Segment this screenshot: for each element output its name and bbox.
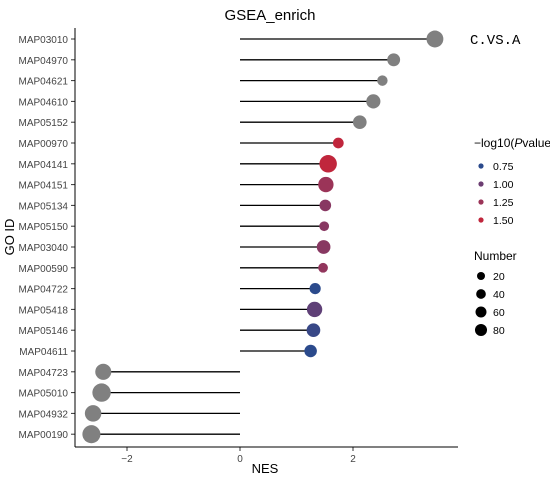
lollipop-MAP04970 [240,53,401,67]
lollipop-MAP04723 [95,363,240,380]
legend-color-key [478,199,484,205]
legend-color-label: 1.25 [493,197,514,209]
lollipop-MAP04141 [240,155,337,173]
lollipop-MAP04722 [240,283,321,295]
y-tick-label: MAP04610 [19,97,69,108]
lollipop-MAP05010 [92,383,240,402]
x-tick-label: 0 [237,454,243,465]
y-tick-label: MAP04151 [19,181,69,192]
legend-size-key [474,323,488,337]
lollipop-dot [318,262,328,273]
x-tick-label: −2 [121,454,133,465]
y-tick-label: MAP04621 [19,77,69,88]
lollipop-dot [82,425,101,444]
y-tick-label: MAP00190 [19,430,69,441]
comparison-label: C.VS.A [470,33,521,49]
legend-color-key [478,217,484,223]
legend-size-key [476,271,486,281]
legend-color-label: 0.75 [493,161,514,173]
lollipop-dot [316,240,331,254]
y-tick-label: MAP04970 [19,56,69,67]
lollipop-MAP04611 [240,344,317,358]
legend-size-label: 20 [493,271,505,283]
y-tick-label: MAP05010 [19,389,69,400]
lollipop-dot [319,221,330,232]
x-axis-title: NES [252,461,279,476]
lollipop-MAP04151 [240,176,334,193]
lollipop-MAP00590 [240,262,328,273]
lollipop-dot [319,199,332,212]
y-tick-label: MAP04611 [19,347,68,358]
chart-title: GSEA_enrich [225,7,316,24]
lollipop-dot [352,115,367,130]
y-tick-label: MAP03010 [19,35,69,46]
y-tick-label: MAP04723 [19,368,69,379]
y-tick-label: MAP05134 [19,201,69,212]
lollipop-dot [95,363,112,380]
lollipop-MAP04610 [240,94,381,109]
lollipop-dot [426,30,444,48]
lollipop-MAP00970 [240,137,344,149]
y-tick-label: MAP04141 [19,160,69,171]
lollipop-MAP03010 [240,30,444,48]
legend-size-label: 40 [493,289,505,301]
legend-color-label: 1.50 [493,215,514,227]
lollipop-dot [84,405,102,422]
lollipop-MAP03040 [240,240,331,254]
legend-size-key [476,289,486,299]
legend-color-key [478,163,484,169]
y-tick-label: MAP05150 [19,222,69,233]
legend-color-label: 1.00 [493,179,514,191]
legend-size-label: 60 [493,307,505,319]
y-tick-label: MAP00590 [19,264,69,275]
plot-area: MAP03010 MAP04970 MAP04621 MAP04610 MAP05152… [19,30,444,465]
lollipop-dot [319,155,337,173]
lollipop-dot [387,53,401,67]
lollipop-MAP05134 [240,199,332,212]
legend-color: −log10(Pvalue) 0.75 1.00 1.25 1.50 [474,136,550,227]
lollipop-dot [332,137,344,149]
lollipop-MAP05146 [240,323,321,338]
lollipop-dot [366,94,381,109]
y-tick-label: MAP00970 [19,139,69,150]
legend-color-title: −log10(Pvalue) [474,136,550,150]
y-tick-label: MAP05146 [19,326,69,337]
lollipop-dot [318,176,334,193]
lollipop-MAP04932 [84,405,240,422]
y-tick-label: MAP05152 [19,118,69,129]
y-tick-label: MAP04932 [19,409,69,420]
y-tick-label: MAP05418 [19,305,69,316]
lollipop-MAP04621 [240,75,388,86]
lollipop-dot [306,323,321,338]
legend-size-key [475,306,487,318]
y-tick-label: MAP03040 [19,243,69,254]
x-tick-label: 2 [350,454,356,465]
y-tick-label: MAP04722 [19,285,69,296]
lollipop-MAP05418 [240,301,323,318]
legend-color-key [478,181,484,187]
legend-size-label: 80 [493,325,505,337]
legend-size: Number 20 40 60 80 [474,249,517,337]
y-axis-title: GO ID [2,219,17,256]
lollipop-dot [92,383,111,402]
lollipop-dot [304,344,317,358]
legend-size-title: Number [474,249,517,263]
lollipop-MAP05150 [240,221,330,232]
lollipop-dot [309,283,321,295]
lollipop-MAP00190 [82,425,240,444]
lollipop-dot [377,75,388,86]
lollipop-dot [306,301,323,318]
lollipop-MAP05152 [240,115,367,130]
